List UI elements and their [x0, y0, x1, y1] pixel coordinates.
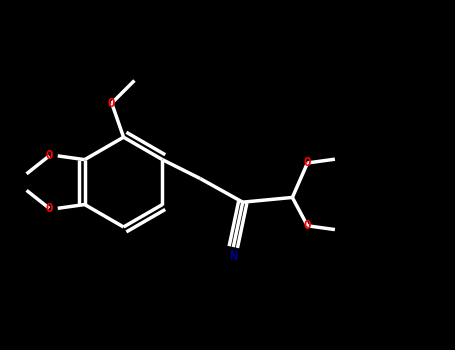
Text: O: O [304, 219, 311, 232]
Text: O: O [108, 97, 116, 110]
Text: O: O [46, 202, 53, 215]
Text: O: O [46, 149, 53, 162]
Text: O: O [304, 156, 311, 169]
Text: N: N [229, 248, 238, 262]
